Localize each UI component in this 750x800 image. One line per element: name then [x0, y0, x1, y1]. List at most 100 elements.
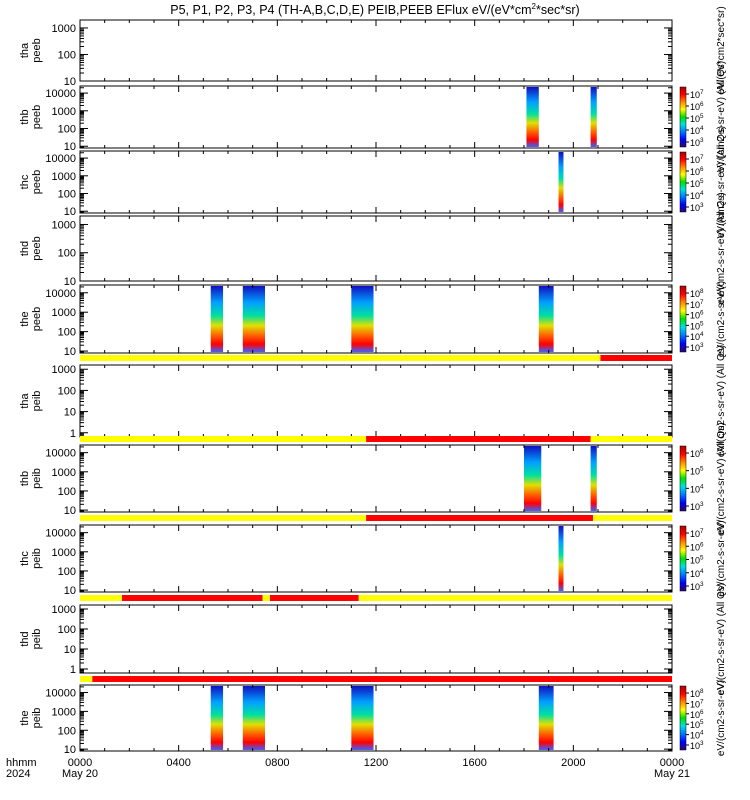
y-tick-label: 1000: [52, 307, 76, 319]
colorbar-tick-label: 107: [690, 528, 704, 539]
chart-title: P5, P1, P2, P3, P4 (TH-A,B,C,D,E) PEIB,P…: [170, 2, 579, 17]
y-tick-label: 10000: [45, 88, 76, 100]
panel-frame: [79, 284, 673, 354]
panel-frame: [79, 150, 673, 214]
mode-bar-segment: [358, 595, 672, 601]
mode-bar-segment: [600, 355, 672, 361]
spectrogram-block: [242, 686, 265, 750]
panel: 10000 1000 100 10 thc peib 107 106 105 104 103 eV/(…: [19, 520, 727, 597]
mode-bar-segment: [593, 515, 672, 521]
y-axis-label-product: peib: [31, 708, 43, 729]
spectrogram-block: [210, 686, 224, 750]
mode-bar-segment: [80, 355, 601, 361]
spectrogram-block: [558, 152, 564, 212]
spectrogram-block: [590, 446, 597, 511]
colorbar-label: eV/(eV*cm2*sec*sr): [716, 6, 727, 94]
x-axis-year: 2024: [6, 768, 30, 780]
spectrogram-block: [351, 286, 374, 352]
y-axis-label-probe: tha: [19, 42, 31, 58]
panel-frame: [79, 604, 673, 674]
panel: 1000 100 10 thd peeb eV/(cm2-s-sr-eV) (All Qs…: [19, 192, 727, 304]
y-axis-label-product: peib: [31, 468, 43, 489]
y-tick-label: 10: [64, 644, 76, 656]
y-tick-label: 10: [64, 276, 76, 288]
colorbar: [679, 685, 687, 751]
spectrogram-block: [558, 526, 564, 591]
y-axis-label-product: peeb: [31, 105, 43, 129]
y-tick-label: 100: [58, 725, 76, 737]
y-axis-label-probe: the: [19, 710, 31, 725]
colorbar: [679, 525, 687, 592]
colorbar-label: eV/(cm2-s-sr-eV) (All Qs): [716, 422, 727, 534]
panel-frame: [79, 19, 673, 82]
colorbar-label: eV/(cm2-s-sr-eV): [716, 680, 727, 756]
panel-frame: [79, 364, 673, 438]
colorbar-tick-label: 106: [690, 310, 704, 321]
x-axis-label: hhmm: [6, 757, 37, 769]
x-tick-label: 0400: [166, 757, 190, 769]
colorbar-tick-label: 106: [690, 448, 704, 459]
y-tick-label: 10: [64, 141, 76, 153]
y-tick-label: 10: [64, 76, 76, 88]
x-tick-label: 0000: [68, 757, 92, 769]
mode-bar-segment: [80, 595, 122, 601]
y-tick-label: 10: [64, 505, 76, 517]
spectrogram-block: [526, 87, 539, 147]
colorbar-tick-label: 104: [690, 483, 704, 494]
x-tick-label: 2000: [561, 757, 585, 769]
mode-bar-segment: [92, 676, 673, 682]
colorbar: [679, 86, 687, 148]
panel-frame: [79, 444, 673, 513]
y-tick-label: 100: [58, 327, 76, 339]
y-tick-label: 1000: [52, 547, 76, 559]
x-tick-date: May 20: [62, 768, 98, 780]
y-axis-label-product: peib: [31, 391, 43, 412]
y-axis-label-probe: tha: [19, 392, 31, 408]
mode-bar-segment: [590, 436, 672, 442]
y-tick-label: 10: [64, 346, 76, 358]
panel-frame: [79, 524, 673, 593]
y-tick-label: 1000: [52, 23, 76, 35]
colorbar-tick-label: 107: [690, 154, 704, 165]
colorbar-tick-label: 105: [690, 555, 704, 566]
mode-bar-segment: [262, 595, 270, 601]
panel: 1000 100 10 tha peeb eV/(eV*cm2*sec*sr): [19, 6, 727, 94]
mode-bar-segment: [80, 515, 367, 521]
mode-bar-segment: [269, 595, 359, 601]
y-axis-label-probe: thd: [19, 241, 31, 256]
colorbar-tick-label: 103: [690, 581, 704, 592]
x-tick-label: 1200: [364, 757, 388, 769]
y-axis-label-product: peib: [31, 548, 43, 569]
spectrogram-block: [538, 686, 554, 750]
colorbar-tick-label: 105: [690, 466, 704, 477]
colorbar-label: eV/(cm2-s-sr-eV) (All Qs): [716, 192, 727, 304]
panel-frame: [79, 85, 673, 149]
y-axis-label-product: peeb: [31, 236, 43, 260]
colorbar: [679, 285, 687, 353]
y-tick-label: 1000: [52, 106, 76, 118]
y-tick-label: 1: [70, 664, 76, 676]
mode-bar-segment: [80, 436, 367, 442]
colorbar-tick-label: 108: [690, 288, 704, 299]
colorbar-tick-label: 106: [690, 101, 704, 112]
y-tick-label: 10000: [45, 288, 76, 300]
colorbar-tick-label: 106: [690, 166, 704, 177]
y-tick-label: 10000: [45, 528, 76, 540]
colorbar-label: eV/(cm2-s-sr-eV): [716, 281, 727, 357]
mode-bars-group: [80, 355, 673, 682]
colorbar-label: eV/(cm2-s-sr-eV) (All Qs): [716, 61, 727, 173]
colorbar-tick-label: 107: [690, 299, 704, 310]
y-tick-label: 10: [64, 744, 76, 756]
x-tick-label: 1600: [462, 757, 486, 769]
y-tick-label: 1: [70, 428, 76, 440]
y-axis-label-product: peeb: [31, 307, 43, 331]
colorbar-label: eV/(cm2-s-sr-eV) (All Qs): [716, 345, 727, 457]
y-tick-label: 10: [64, 206, 76, 218]
y-tick-label: 100: [58, 248, 76, 260]
colorbar-tick-label: 104: [690, 730, 704, 741]
